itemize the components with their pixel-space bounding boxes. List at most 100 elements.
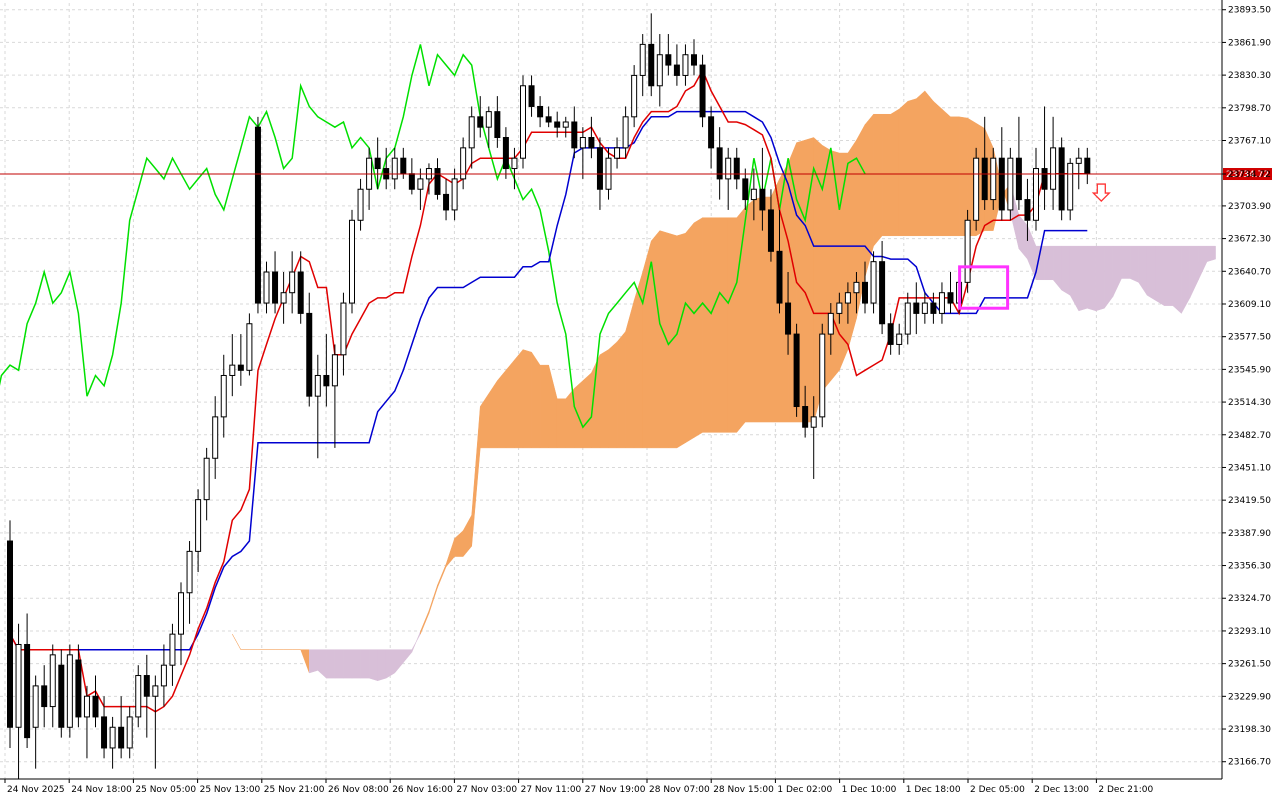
- candle-body: [631, 74, 638, 118]
- kumo-segment: [907, 98, 917, 237]
- kumo-segment: [702, 217, 712, 433]
- y-tick-label: 23734.72: [1228, 170, 1271, 180]
- x-tick-label: 25 Nov 05:00: [135, 785, 196, 795]
- kumo-segment: [1146, 245, 1156, 301]
- candle-body: [921, 302, 928, 314]
- candle-body: [289, 271, 296, 294]
- candle-body: [947, 292, 954, 304]
- candle-body: [246, 323, 253, 371]
- candle-body: [323, 374, 330, 387]
- candle-body: [639, 43, 646, 76]
- y-tick-label: 23387.90: [1228, 529, 1271, 539]
- candle-body: [126, 716, 133, 749]
- y-tick-label: 23229.90: [1228, 692, 1271, 702]
- kumo-segment: [941, 108, 951, 237]
- candle-body: [785, 302, 792, 335]
- y-tick-label: 23798.70: [1228, 104, 1271, 114]
- kumo-segment: [1164, 245, 1174, 306]
- candle-body: [819, 333, 826, 418]
- candle-body: [545, 116, 552, 123]
- candle-body: [340, 302, 347, 356]
- candle-body: [434, 168, 441, 195]
- y-tick-label: 23861.90: [1228, 38, 1271, 48]
- kumo-segment: [668, 232, 678, 449]
- candle-body: [537, 105, 544, 118]
- candle-body: [1067, 162, 1074, 211]
- candle-body: [964, 219, 971, 283]
- overlay: 23734.72: [0, 168, 1272, 310]
- y-tick-label: 23419.50: [1228, 496, 1271, 506]
- candle-body: [827, 312, 834, 335]
- kumo-segment: [539, 364, 549, 449]
- candle-body: [1007, 157, 1014, 211]
- candle-body: [614, 147, 621, 159]
- kumo-segment: [582, 372, 592, 449]
- candle-body: [767, 209, 774, 252]
- candle-body: [579, 137, 586, 149]
- candle-body: [1033, 168, 1039, 221]
- y-tick-label: 23356.30: [1228, 562, 1271, 572]
- candle-body: [511, 157, 518, 170]
- y-tick-label: 23198.30: [1228, 725, 1271, 735]
- candle-body: [58, 664, 65, 728]
- sell-arrow-icon: [1091, 183, 1111, 202]
- kumo-cloud: [232, 90, 1216, 682]
- kumo-segment: [326, 649, 336, 679]
- candle-body: [1084, 157, 1091, 175]
- candle-body: [588, 137, 595, 149]
- kumo-segment: [531, 351, 541, 449]
- x-tick-label: 28 Nov 07:00: [649, 785, 710, 795]
- kumo-segment: [368, 649, 378, 682]
- x-tick-label: 24 Nov 2025: [7, 785, 65, 795]
- y-tick-label: 23514.30: [1228, 398, 1271, 408]
- candle-body: [408, 173, 415, 190]
- candle-body: [930, 302, 937, 314]
- candle-body: [66, 654, 73, 728]
- kumo-segment: [1061, 245, 1071, 296]
- candle-body: [485, 111, 492, 128]
- kijun-sen-line: [9, 110, 1088, 651]
- candle-body: [913, 302, 920, 314]
- candle-body: [554, 121, 561, 128]
- y-tick-label: 23609.10: [1228, 300, 1271, 310]
- kumo-segment: [676, 232, 686, 449]
- candle-body: [1050, 147, 1057, 190]
- candle-body: [699, 64, 706, 118]
- candle-body: [571, 121, 578, 149]
- candle-body: [733, 157, 740, 180]
- candle-body: [973, 157, 980, 221]
- kumo-segment: [642, 240, 652, 449]
- candle-body: [314, 374, 321, 397]
- candle-body: [810, 416, 817, 428]
- highlight-box: [958, 265, 1010, 310]
- x-tick-label: 24 Nov 18:00: [71, 785, 132, 795]
- kumo-segment: [514, 348, 524, 449]
- kumo-segment: [727, 217, 737, 433]
- y-tick-label: 23893.50: [1228, 6, 1271, 16]
- candle-body: [75, 659, 82, 718]
- candle-body: [160, 664, 167, 687]
- kumo-segment: [505, 359, 515, 449]
- kumo-segment: [916, 90, 926, 237]
- y-tick-label: 23703.90: [1228, 202, 1271, 212]
- candle-body: [374, 157, 381, 170]
- candle-body: [460, 147, 467, 180]
- kumo-segment: [736, 206, 746, 434]
- kumo-segment: [847, 139, 857, 350]
- kumo-segment: [309, 649, 319, 674]
- kumo-segment: [1078, 245, 1088, 312]
- candle-body: [596, 147, 603, 190]
- candle-body: [83, 695, 90, 718]
- candle-body: [862, 281, 868, 304]
- candle-body: [32, 685, 39, 728]
- candle-body: [220, 374, 227, 418]
- x-tick-label: 1 Dec 18:00: [906, 785, 961, 795]
- kumo-segment: [385, 649, 395, 679]
- current-price-label: 23734.72: [1226, 170, 1269, 180]
- kumo-segment: [522, 349, 532, 449]
- candle-body: [212, 416, 219, 459]
- kumo-segment: [556, 398, 566, 449]
- x-tick-label: 2 Dec 13:00: [1034, 785, 1089, 795]
- kumo-segment: [574, 380, 584, 449]
